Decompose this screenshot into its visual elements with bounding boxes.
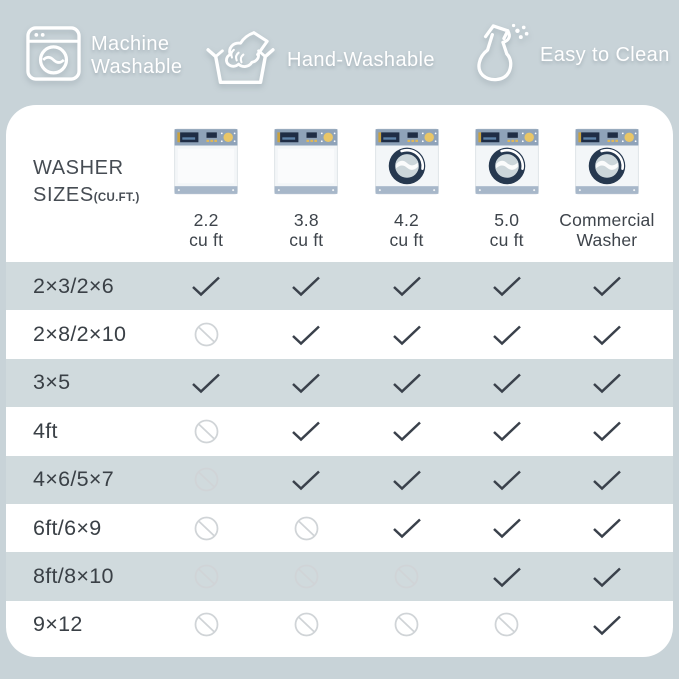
check-icon	[256, 371, 356, 395]
check-icon	[557, 419, 657, 443]
crossed-circle-icon	[356, 563, 456, 590]
check-icon	[256, 274, 356, 298]
washer-front-load-image	[374, 123, 440, 205]
washer-front-load-image	[474, 123, 540, 205]
check-icon	[557, 565, 657, 589]
check-icon	[557, 323, 657, 347]
washer-column-label: 4.2 cu ft	[389, 210, 424, 250]
rug-size-label: 9×12	[33, 612, 83, 637]
hand-wash-icon	[204, 27, 277, 93]
table-row: 8ft/8×10	[6, 552, 673, 601]
washing-machine-icon	[26, 26, 81, 86]
check-icon	[557, 516, 657, 540]
washer-column-label: 2.2 cu ft	[189, 210, 224, 250]
crossed-circle-icon	[156, 321, 256, 348]
check-icon	[156, 274, 256, 298]
check-icon	[356, 371, 456, 395]
crossed-circle-icon	[156, 418, 256, 445]
table-row: 2×8/2×10	[6, 310, 673, 358]
check-icon	[457, 516, 557, 540]
table-row: 9×12	[6, 601, 673, 649]
check-icon	[457, 419, 557, 443]
washer-column-label: Commercial Washer	[559, 210, 655, 250]
rug-size-label: 8ft/8×10	[33, 564, 114, 589]
check-icon	[256, 323, 356, 347]
table-row: 2×3/2×6	[6, 262, 673, 311]
crossed-circle-icon	[156, 563, 256, 590]
check-icon	[557, 613, 657, 637]
check-icon	[457, 468, 557, 492]
washer-top-load-image	[273, 123, 339, 205]
table-title: WASHER SIZES(CU.FT.)	[6, 105, 156, 262]
washer-front-load-image	[574, 123, 640, 205]
rug-size-label: 2×8/2×10	[33, 322, 127, 347]
crossed-circle-icon	[356, 611, 456, 638]
rug-size-label: 6ft/6×9	[33, 515, 102, 540]
check-icon	[557, 274, 657, 298]
rug-size-label: 3×5	[33, 370, 71, 395]
rug-size-label: 2×3/2×6	[33, 273, 115, 298]
check-icon	[356, 274, 456, 298]
washer-top-load-image	[173, 123, 239, 205]
table-title-line1: WASHER	[33, 157, 124, 179]
washer-column-4.2: 4.2 cu ft	[356, 105, 456, 262]
crossed-circle-icon	[256, 563, 356, 590]
badge-label: Easy to Clean	[540, 44, 670, 66]
washer-size-table: WASHER SIZES(CU.FT.) 2.2 cu ft 3.8 cu ft 4.2…	[6, 105, 673, 657]
table-row: 4ft	[6, 407, 673, 455]
table-row: 3×5	[6, 358, 673, 408]
check-icon	[457, 274, 557, 298]
table-row: 4×6/5×7	[6, 455, 673, 504]
check-icon	[557, 371, 657, 395]
rug-size-label: 4×6/5×7	[33, 467, 115, 492]
table-title-line2: SIZES(CU.FT.)	[33, 184, 140, 206]
crossed-circle-icon	[256, 515, 356, 542]
badge-label: Hand-Washable	[287, 48, 435, 71]
check-icon	[256, 419, 356, 443]
washer-column-label: 5.0 cu ft	[489, 210, 524, 250]
check-icon	[256, 468, 356, 492]
check-icon	[356, 419, 456, 443]
crossed-circle-icon	[156, 515, 256, 542]
check-icon	[356, 468, 456, 492]
spray-bottle-icon	[474, 22, 530, 89]
table-rows: 2×3/2×6 2×8/2×10 3×5 4ft 4×6/5×7 6ft/6×9 8ft/8…	[6, 262, 673, 649]
crossed-circle-icon	[156, 611, 256, 638]
badge-hand-washable: Hand-Washable	[204, 27, 435, 93]
washer-column-5.0: 5.0 cu ft	[457, 105, 557, 262]
washer-column-2.2: 2.2 cu ft	[156, 105, 256, 262]
check-icon	[356, 516, 456, 540]
washer-column-label: 3.8 cu ft	[289, 210, 324, 250]
rug-size-label: 4ft	[33, 418, 58, 443]
check-icon	[356, 323, 456, 347]
table-title-suffix: (CU.FT.)	[93, 192, 140, 204]
badge-easy-to-clean: Easy to Clean	[474, 22, 670, 89]
badge-machine-washable: Machine Washable	[26, 26, 201, 86]
table-row: 6ft/6×9	[6, 504, 673, 552]
check-icon	[457, 323, 557, 347]
washer-column-3.8: 3.8 cu ft	[256, 105, 356, 262]
washer-column-commercial: Commercial Washer	[557, 105, 657, 262]
crossed-circle-icon	[256, 611, 356, 638]
check-icon	[557, 468, 657, 492]
crossed-circle-icon	[156, 466, 256, 493]
crossed-circle-icon	[457, 611, 557, 638]
check-icon	[156, 371, 256, 395]
washer-columns: 2.2 cu ft 3.8 cu ft 4.2 cu ft 5.0 cu ft Commerci…	[156, 105, 657, 262]
table-header: WASHER SIZES(CU.FT.) 2.2 cu ft 3.8 cu ft 4.2…	[6, 105, 673, 262]
badge-label: Machine Washable	[91, 33, 183, 78]
check-icon	[457, 371, 557, 395]
check-icon	[457, 565, 557, 589]
